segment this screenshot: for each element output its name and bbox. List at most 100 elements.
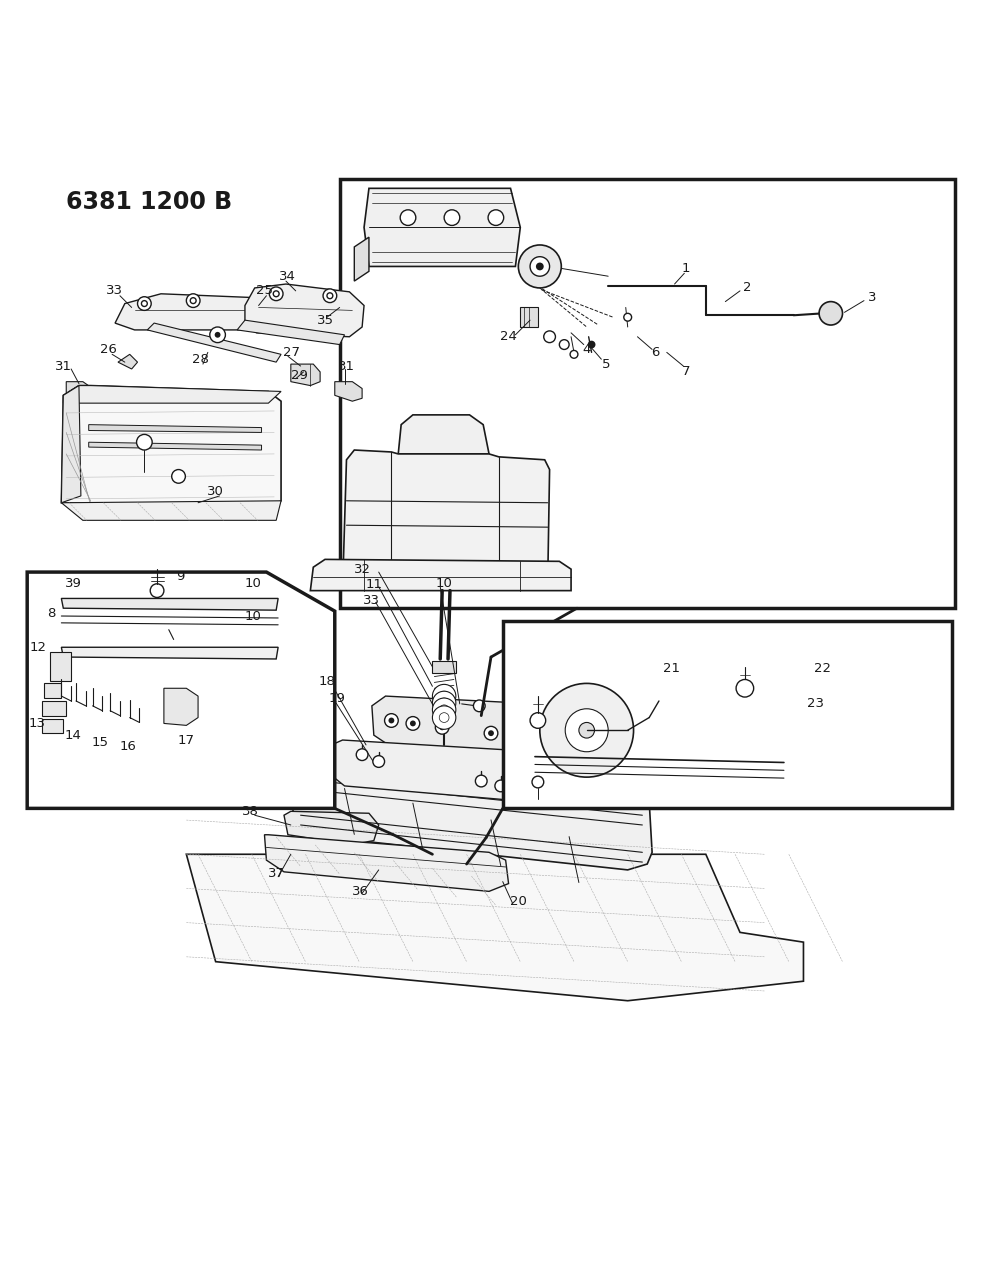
Circle shape	[389, 718, 395, 723]
Text: 7: 7	[682, 366, 690, 379]
Polygon shape	[355, 237, 369, 280]
Text: 17: 17	[178, 733, 194, 747]
Polygon shape	[61, 648, 278, 659]
Circle shape	[172, 469, 186, 483]
Text: 21: 21	[663, 662, 681, 676]
Circle shape	[191, 297, 196, 303]
Circle shape	[269, 287, 283, 301]
Circle shape	[532, 776, 544, 788]
Circle shape	[432, 697, 456, 722]
Text: 36: 36	[352, 885, 368, 898]
Polygon shape	[291, 365, 320, 385]
Polygon shape	[372, 696, 550, 755]
Bar	[42, 719, 63, 733]
Text: 25: 25	[256, 284, 273, 297]
Text: 27: 27	[283, 346, 300, 358]
Text: 12: 12	[29, 641, 46, 654]
Circle shape	[473, 700, 485, 711]
Text: 6381 1200 B: 6381 1200 B	[66, 190, 233, 214]
Text: 13: 13	[28, 717, 45, 729]
Text: 30: 30	[207, 484, 224, 497]
Text: 15: 15	[92, 737, 109, 750]
Polygon shape	[245, 284, 364, 337]
Polygon shape	[364, 189, 520, 266]
Polygon shape	[335, 381, 362, 402]
Circle shape	[409, 720, 415, 727]
Circle shape	[327, 293, 333, 298]
Polygon shape	[88, 442, 261, 450]
Bar	[432, 660, 456, 673]
Text: 8: 8	[47, 607, 56, 620]
Bar	[340, 179, 955, 608]
Circle shape	[475, 775, 487, 787]
Circle shape	[210, 326, 226, 343]
Circle shape	[215, 332, 221, 338]
Circle shape	[484, 727, 498, 739]
Polygon shape	[27, 572, 335, 808]
Circle shape	[530, 713, 546, 728]
Circle shape	[356, 748, 368, 760]
Text: 20: 20	[510, 895, 526, 908]
Polygon shape	[61, 385, 81, 502]
Text: 33: 33	[363, 594, 380, 607]
Circle shape	[736, 680, 753, 697]
Text: 35: 35	[316, 314, 334, 326]
Text: 23: 23	[806, 697, 824, 710]
Text: 6: 6	[651, 346, 659, 358]
Text: 32: 32	[354, 562, 370, 575]
Polygon shape	[63, 385, 281, 403]
Text: 4: 4	[582, 343, 591, 356]
Text: 5: 5	[602, 357, 611, 371]
Circle shape	[141, 301, 147, 306]
Circle shape	[439, 705, 449, 715]
Circle shape	[432, 691, 456, 715]
Circle shape	[624, 314, 631, 321]
Text: 34: 34	[280, 270, 297, 283]
Circle shape	[435, 720, 449, 734]
Text: 9: 9	[177, 570, 185, 584]
Text: 31: 31	[338, 360, 355, 372]
Polygon shape	[61, 501, 281, 520]
Circle shape	[432, 685, 456, 708]
Circle shape	[439, 691, 449, 701]
Polygon shape	[66, 381, 92, 402]
Circle shape	[540, 683, 633, 778]
Polygon shape	[343, 450, 550, 589]
Polygon shape	[187, 854, 803, 1001]
Polygon shape	[399, 414, 489, 454]
Circle shape	[522, 734, 528, 740]
Polygon shape	[264, 835, 509, 891]
Circle shape	[566, 709, 608, 752]
Bar	[42, 701, 66, 715]
Text: 37: 37	[268, 867, 285, 880]
Text: 19: 19	[328, 691, 345, 705]
Text: 33: 33	[106, 284, 123, 297]
Circle shape	[544, 332, 556, 343]
Bar	[50, 652, 71, 681]
Text: 10: 10	[245, 578, 261, 590]
Circle shape	[439, 713, 449, 723]
Circle shape	[560, 339, 570, 349]
Circle shape	[373, 756, 385, 768]
Bar	[44, 683, 61, 697]
Polygon shape	[164, 688, 198, 725]
Polygon shape	[310, 560, 572, 590]
Polygon shape	[237, 320, 345, 344]
Polygon shape	[61, 385, 281, 509]
Circle shape	[150, 584, 164, 598]
Text: 2: 2	[742, 282, 751, 295]
Text: 28: 28	[191, 353, 208, 366]
Circle shape	[495, 780, 507, 792]
Polygon shape	[118, 354, 137, 368]
Circle shape	[587, 340, 595, 348]
Circle shape	[439, 724, 445, 731]
Circle shape	[401, 210, 415, 226]
Circle shape	[406, 717, 419, 731]
Text: 22: 22	[814, 662, 832, 676]
Text: 39: 39	[65, 578, 82, 590]
Circle shape	[187, 293, 200, 307]
Bar	[503, 621, 952, 808]
Circle shape	[571, 351, 577, 358]
Circle shape	[444, 210, 460, 226]
Text: 1: 1	[682, 261, 690, 275]
